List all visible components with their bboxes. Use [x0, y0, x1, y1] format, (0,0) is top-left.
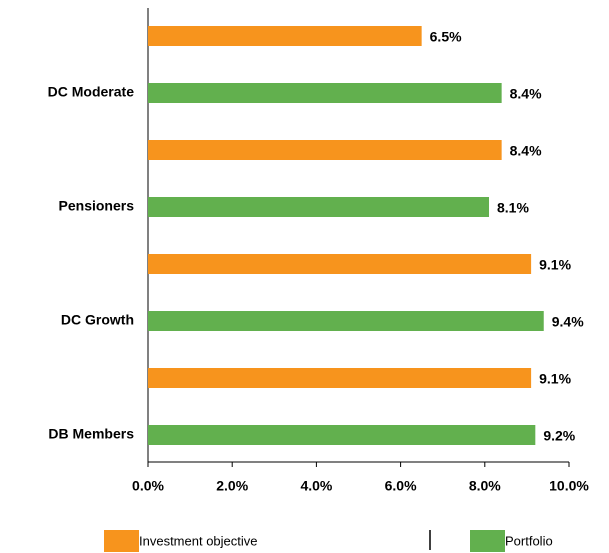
bar [148, 311, 544, 331]
legend-label: Portfolio [505, 533, 553, 548]
value-label: 8.4% [510, 86, 542, 102]
value-label: 9.2% [543, 428, 575, 444]
bar [148, 140, 502, 160]
category-label: DB Members [48, 426, 134, 442]
bar [148, 425, 536, 445]
legend-label: Investment objective [139, 533, 258, 548]
value-label: 9.4% [552, 314, 584, 330]
value-label: 8.1% [497, 200, 529, 216]
category-label: Pensioners [59, 198, 135, 214]
x-tick-label: 4.0% [300, 478, 332, 494]
value-label: 8.4% [510, 143, 542, 159]
category-label: DC Growth [61, 312, 134, 328]
bar [148, 26, 422, 46]
bar [148, 368, 532, 388]
x-tick-label: 2.0% [216, 478, 248, 494]
x-tick-label: 0.0% [132, 478, 164, 494]
value-label: 6.5% [430, 29, 462, 45]
legend-swatch [470, 530, 505, 552]
bar [148, 83, 502, 103]
x-tick-label: 8.0% [469, 478, 501, 494]
value-label: 9.1% [539, 371, 571, 387]
value-label: 9.1% [539, 257, 571, 273]
x-tick-label: 10.0% [549, 478, 589, 494]
bar [148, 197, 490, 217]
x-tick-label: 6.0% [385, 478, 417, 494]
legend-swatch [104, 530, 139, 552]
category-label: DC Moderate [48, 84, 135, 100]
bar [148, 254, 532, 274]
